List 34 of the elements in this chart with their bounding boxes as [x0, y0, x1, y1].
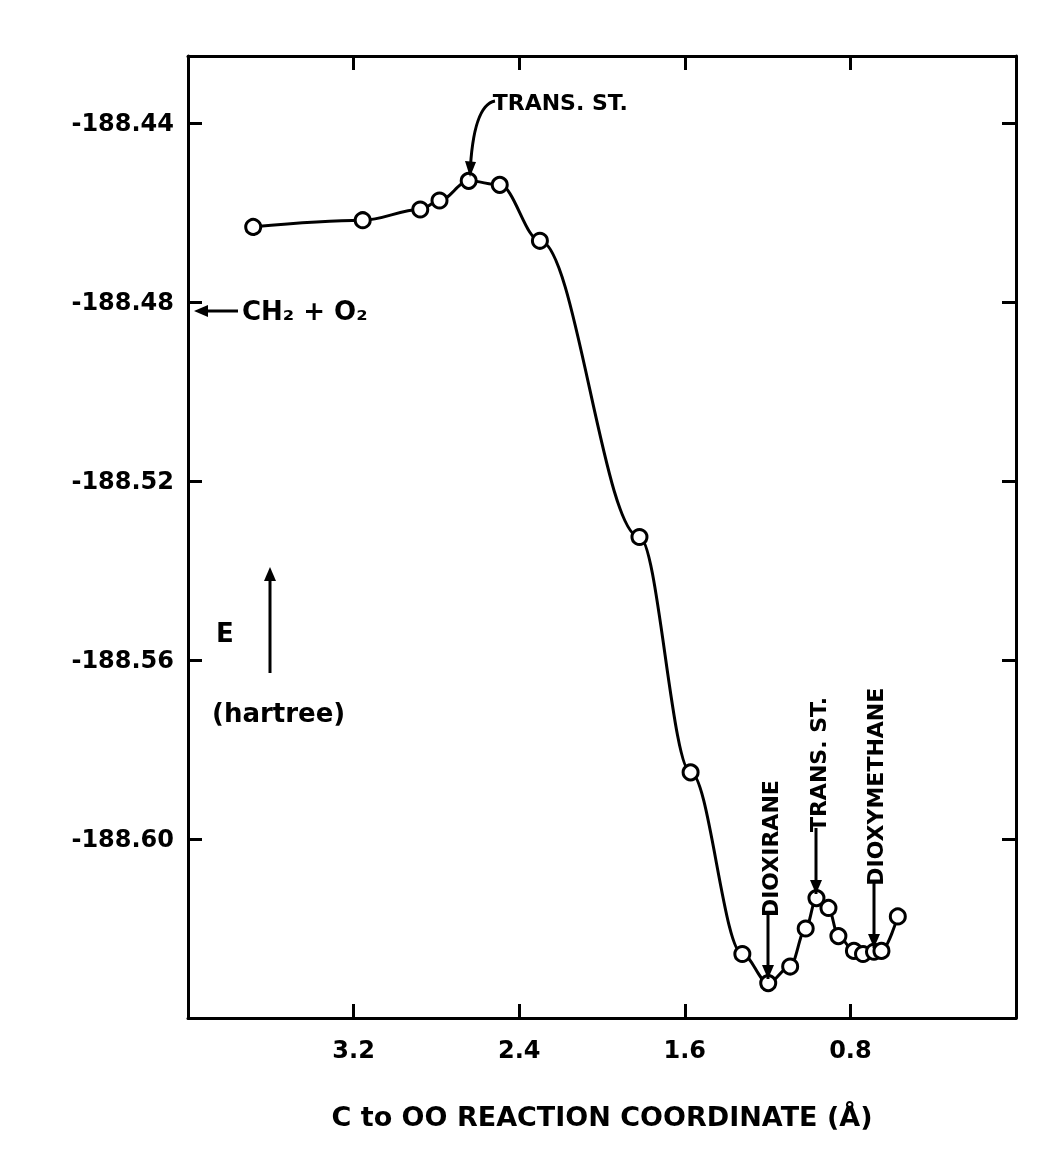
x-tick-label: 0.8 — [829, 1036, 872, 1064]
point — [681, 763, 700, 782]
x-axis-title: C to OO REACTION COORDINATE (Å) — [331, 1101, 873, 1132]
point — [630, 528, 649, 546]
point — [829, 927, 848, 946]
point — [819, 898, 838, 917]
point — [490, 175, 509, 194]
point — [411, 200, 430, 219]
y-tick-label: -188.52 — [71, 467, 174, 496]
x-tick-label: 2.4 — [497, 1036, 541, 1064]
x-tick-label: 1.6 — [663, 1036, 707, 1064]
y-tick-label: -188.44 — [71, 109, 174, 138]
text: E (hartree) — [212, 618, 346, 729]
point — [353, 211, 372, 230]
point — [872, 941, 891, 960]
point — [244, 217, 263, 236]
annotation: DIOXIRANE — [757, 780, 783, 918]
y-tick-label: -188.48 — [71, 288, 174, 317]
point — [733, 945, 752, 964]
point — [530, 231, 549, 250]
annotation: CH₂ + O₂ — [242, 295, 368, 326]
y-tick-label: -188.60 — [71, 825, 174, 854]
annotation: TRANS. ST. — [805, 696, 831, 833]
annotation: DIOXYMETHANE — [863, 687, 889, 886]
point — [759, 974, 778, 993]
annotation: TRANS. ST. — [492, 90, 628, 116]
x-tick-label: 3.2 — [332, 1036, 375, 1064]
point — [888, 907, 907, 926]
point — [459, 171, 478, 190]
y-tick-label: -188.56 — [71, 646, 174, 675]
point — [781, 957, 800, 976]
point — [807, 889, 826, 908]
point — [796, 919, 815, 938]
point — [430, 191, 449, 210]
